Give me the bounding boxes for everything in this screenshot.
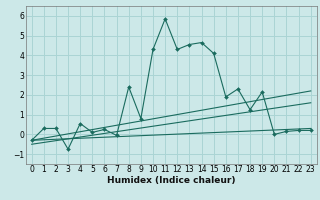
X-axis label: Humidex (Indice chaleur): Humidex (Indice chaleur) bbox=[107, 176, 236, 185]
